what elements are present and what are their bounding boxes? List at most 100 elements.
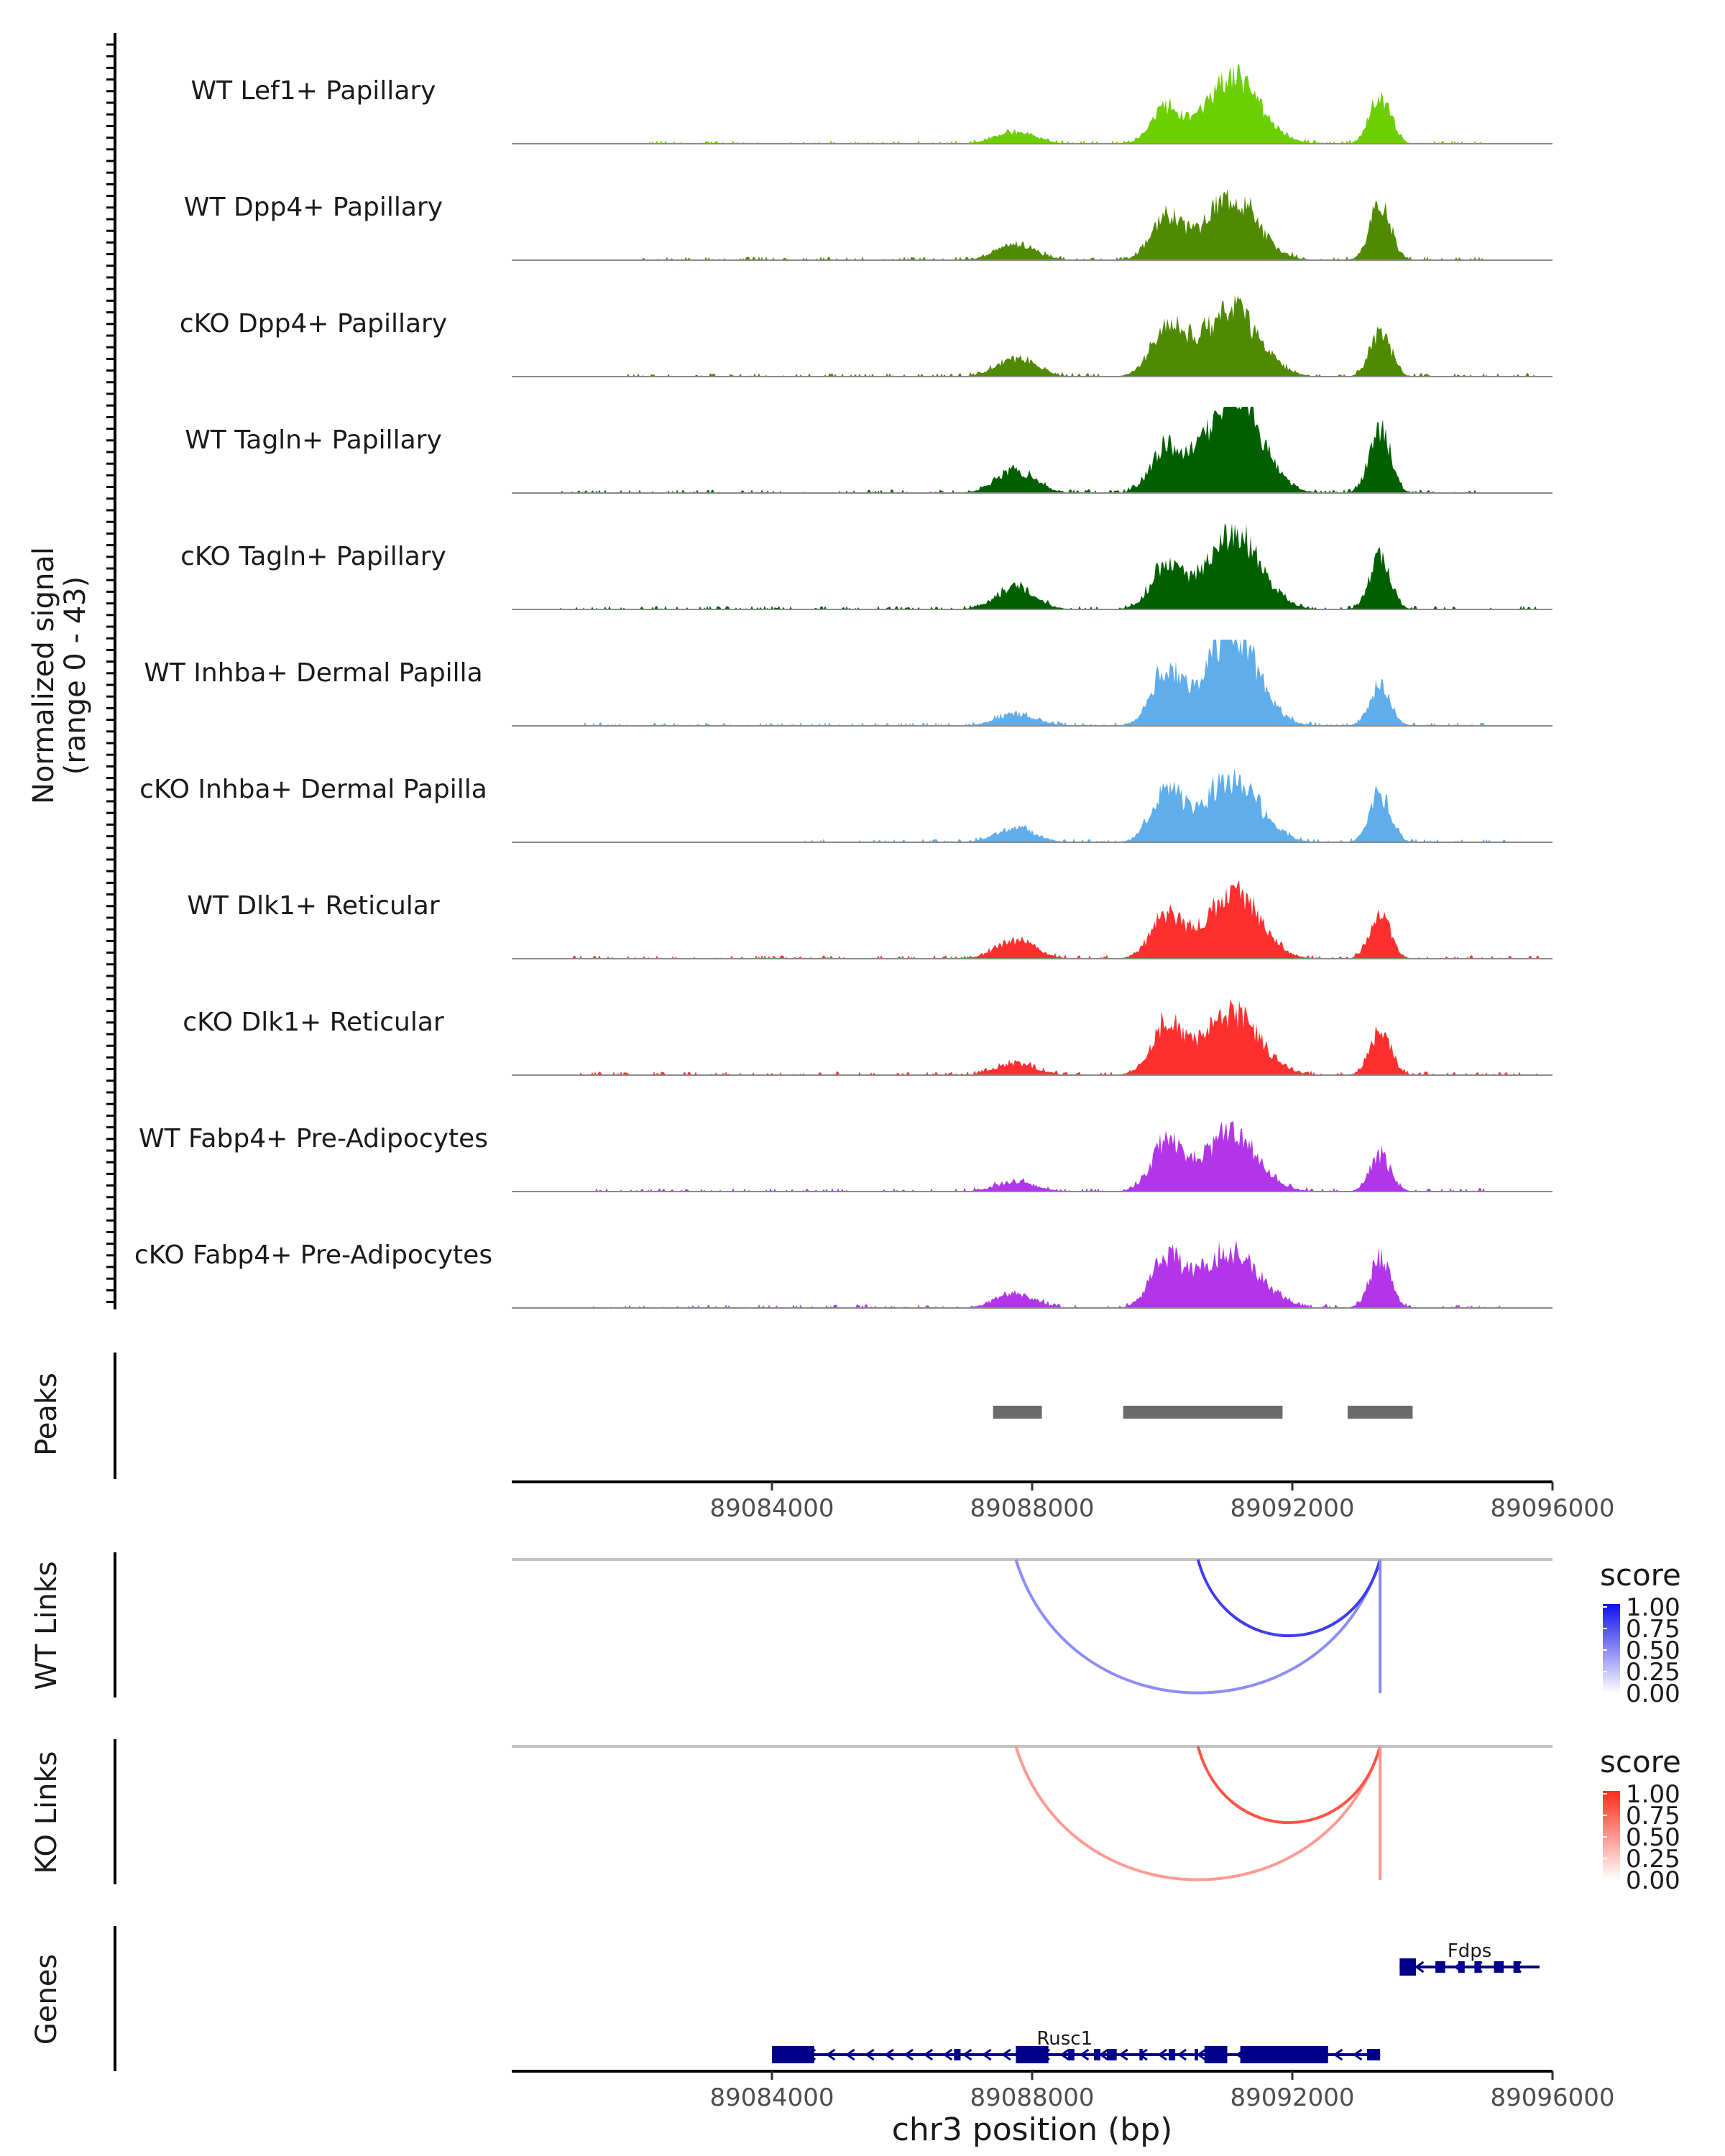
gene-exon <box>1067 2049 1075 2060</box>
coverage-area <box>512 523 1552 609</box>
strand-arrow <box>962 2048 972 2061</box>
gene-rusc1: Rusc1 <box>772 2028 1381 2063</box>
track-label: WT Inhba+ Dermal Papilla <box>144 658 482 688</box>
gene-exon <box>1204 2046 1228 2063</box>
peak-bar <box>993 1406 1042 1419</box>
gene-exon <box>1107 2049 1117 2060</box>
gene-exon <box>954 2049 961 2060</box>
strand-arrow <box>845 2048 855 2061</box>
y-axis-range-label: (range 0 - 43) <box>59 576 92 775</box>
legend-tick-label: 0.75 <box>1626 1802 1680 1830</box>
strand-arrow <box>982 2048 992 2061</box>
strand-arrow <box>1157 2048 1167 2061</box>
wt-legend-colorbar <box>1603 1604 1620 1693</box>
link-arc <box>1196 1746 1382 1825</box>
track-5: WT Inhba+ Dermal Papilla <box>144 640 1552 727</box>
gene-exon <box>1195 2049 1198 2060</box>
track-label: WT Tagln+ Papillary <box>185 425 442 455</box>
track-9: WT Fabp4+ Pre-Adipocytes <box>139 1120 1552 1192</box>
wt-links-label: WT Links <box>30 1561 63 1690</box>
track-8: cKO Dlk1+ Reticular <box>183 999 1552 1076</box>
coverage-y-axis-title: Normalized signal (range 0 - 43) <box>27 547 92 804</box>
track-2: cKO Dpp4+ Papillary <box>180 294 1552 377</box>
peak-bar <box>1123 1406 1283 1419</box>
legend-tick-label: 1.00 <box>1626 1593 1680 1622</box>
ko-links-label: KO Links <box>30 1751 63 1874</box>
strand-arrow <box>865 2048 875 2061</box>
gene-fdps: Fdps <box>1399 1940 1540 1976</box>
strand-arrow <box>1352 2048 1363 2061</box>
legend-tick-label: 0.50 <box>1626 1636 1680 1665</box>
track-7: WT Dlk1+ Reticular <box>187 880 1552 959</box>
strand-arrow <box>884 2048 894 2061</box>
gene-exon <box>1093 2049 1101 2060</box>
track-label: WT Lef1+ Papillary <box>191 76 436 106</box>
track-3: WT Tagln+ Papillary <box>185 407 1552 494</box>
legend-tick-label: 0.25 <box>1626 1658 1680 1687</box>
link-arc <box>1196 1559 1382 1638</box>
link-arc <box>1014 1559 1382 1695</box>
strand-arrow <box>923 2048 934 2061</box>
x-tick-label: 89092000 <box>1230 2083 1354 2112</box>
wt-score-legend: score 1.000.750.500.250.00 <box>1600 1557 1681 1708</box>
gene-name: Fdps <box>1448 1940 1492 1962</box>
strand-arrow <box>1059 2048 1070 2061</box>
ko-legend-ticks: 1.000.750.500.250.00 <box>1603 1780 1680 1895</box>
strand-arrow <box>942 2048 953 2061</box>
coverage-tracks: WT Lef1+ Papillary WT Dpp4+ Papillary cKO … <box>134 64 1552 1309</box>
peak-bar <box>1347 1406 1413 1419</box>
ko-links-panel: KO Links score 1.000.750.500.250.00 <box>30 1739 1681 1895</box>
strand-arrow <box>1079 2048 1090 2061</box>
ko-legend-colorbar <box>1603 1791 1620 1880</box>
wt-links-panel: WT Links score 1.000.750.500.250.00 <box>30 1552 1681 1708</box>
gene-models: Fdps Rusc1 <box>772 1940 1540 2063</box>
legend-tick-label: 1.00 <box>1626 1780 1680 1809</box>
legend-tick-label: 0.50 <box>1626 1823 1680 1852</box>
x-tick-label: 89084000 <box>709 1494 834 1523</box>
gene-exon <box>772 2046 814 2063</box>
legend-tick-label: 0.00 <box>1626 1866 1680 1895</box>
peaks-label: Peaks <box>30 1373 63 1456</box>
coverage-area <box>512 1240 1552 1308</box>
coverage-axis <box>106 33 116 1309</box>
track-label: cKO Fabp4+ Pre-Adipocytes <box>134 1240 492 1270</box>
strand-arrow <box>903 2048 914 2061</box>
legend-tick-label: 0.75 <box>1626 1615 1680 1644</box>
wt-link-arcs <box>1014 1559 1382 1695</box>
genes-x-ticks: 89084000 89088000 89092000 89096000 <box>709 2071 1615 2112</box>
track-label: cKO Dlk1+ Reticular <box>183 1008 444 1037</box>
genes-panel: Genes Fdps Rusc1 89084000 89088000 89092000… <box>30 1926 1615 2148</box>
gene-exon <box>1139 2049 1143 2060</box>
coverage-area <box>512 294 1552 377</box>
link-arc <box>1014 1746 1382 1881</box>
track-label: cKO Tagln+ Papillary <box>180 542 446 571</box>
gene-exon <box>1169 2049 1176 2060</box>
track-label: cKO Dpp4+ Papillary <box>180 309 447 338</box>
gene-exon <box>1494 1961 1504 1973</box>
wt-legend-title: score <box>1600 1557 1681 1593</box>
legend-tick-label: 0.25 <box>1626 1845 1680 1874</box>
gene-exon <box>1513 1961 1520 1973</box>
track-10: cKO Fabp4+ Pre-Adipocytes <box>134 1240 1552 1309</box>
track-label: cKO Inhba+ Dermal Papilla <box>139 775 487 804</box>
x-tick-label: 89096000 <box>1490 1494 1614 1523</box>
coverage-area <box>512 880 1552 959</box>
track-1: WT Dpp4+ Papillary <box>184 188 1552 261</box>
gene-exon <box>1399 1958 1416 1976</box>
legend-tick-label: 0.00 <box>1626 1680 1680 1708</box>
x-tick-label: 89088000 <box>970 2083 1094 2112</box>
peaks-x-ticks: 89084000 89088000 89092000 89096000 <box>709 1482 1615 1523</box>
genes-label: Genes <box>30 1954 63 2045</box>
coverage-area <box>512 999 1552 1075</box>
track-0: WT Lef1+ Papillary <box>191 64 1552 144</box>
track-4: cKO Tagln+ Papillary <box>180 523 1552 610</box>
x-tick-label: 89084000 <box>709 2083 834 2112</box>
coverage-area <box>512 640 1552 726</box>
strand-arrow <box>1414 1961 1425 1973</box>
gene-exon <box>1474 1961 1481 1973</box>
x-axis-label: chr3 position (bp) <box>892 2111 1173 2148</box>
coverage-area <box>512 64 1552 144</box>
strand-arrow <box>825 2048 836 2061</box>
gene-exon <box>1435 1961 1445 1973</box>
gene-exon <box>1458 1961 1465 1973</box>
